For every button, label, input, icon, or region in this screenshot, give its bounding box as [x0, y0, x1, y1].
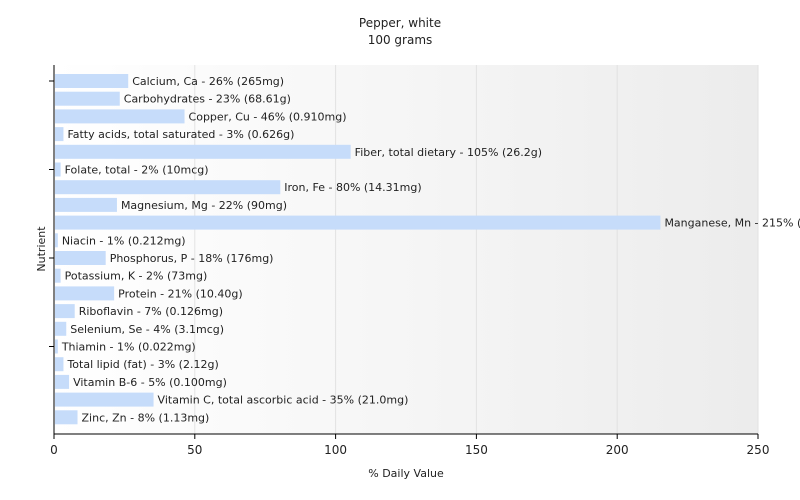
- bar-label: Fatty acids, total saturated - 3% (0.626…: [67, 128, 294, 141]
- y-axis-label: Nutrient: [35, 226, 48, 272]
- chart-subtitle: 100 grams: [368, 33, 433, 47]
- bar-label: Manganese, Mn - 215% (4.300mg): [664, 217, 800, 230]
- bar: [55, 410, 78, 425]
- bar-label: Zinc, Zn - 8% (1.13mg): [82, 411, 210, 424]
- axes: 0 50 100 150 200 250: [49, 65, 769, 457]
- bar-label: Fiber, total dietary - 105% (26.2g): [355, 146, 542, 159]
- bar: [55, 374, 70, 389]
- bar-label: Iron, Fe - 80% (14.31mg): [284, 181, 421, 194]
- bar: [55, 251, 106, 265]
- bar: [55, 162, 61, 177]
- bar: [55, 127, 64, 142]
- bar-label: Phosphorus, P - 18% (176mg): [110, 252, 274, 265]
- chart-title: Pepper, white: [359, 16, 441, 30]
- bar: [55, 357, 64, 372]
- x-tick-label: 50: [187, 443, 202, 457]
- bar: [55, 286, 115, 301]
- bar: [55, 339, 58, 354]
- bar: [55, 180, 281, 195]
- bar: [55, 109, 185, 124]
- bar: [55, 233, 58, 248]
- bar-label: Niacin - 1% (0.212mg): [62, 234, 186, 247]
- plot-area: [54, 65, 758, 434]
- bar-label: Total lipid (fat) - 3% (2.12g): [66, 358, 218, 371]
- x-tick-label: 150: [465, 443, 488, 457]
- bar-label: Riboflavin - 7% (0.126mg): [79, 305, 223, 318]
- bar-label: Magnesium, Mg - 22% (90mg): [121, 199, 287, 212]
- bar: [55, 74, 129, 88]
- bar-label: Vitamin B-6 - 5% (0.100mg): [73, 376, 227, 389]
- bar-label: Vitamin C, total ascorbic acid - 35% (21…: [158, 394, 409, 407]
- bar: [55, 321, 67, 336]
- bar: [55, 268, 61, 283]
- grid-lines: [194, 65, 759, 434]
- x-tick-label: 100: [324, 443, 347, 457]
- bar: [55, 144, 351, 159]
- bars: Calcium, Ca - 26% (265mg) Carbohydrates -…: [55, 74, 800, 425]
- bar: [55, 392, 154, 407]
- bar: [55, 215, 661, 230]
- x-tick-label: 0: [50, 443, 58, 457]
- x-tick-label: 200: [606, 443, 629, 457]
- bar: [55, 197, 117, 212]
- bar-label: Selenium, Se - 4% (3.1mcg): [70, 323, 224, 336]
- x-tick-label: 250: [747, 443, 770, 457]
- bar-label: Carbohydrates - 23% (68.61g): [124, 93, 291, 106]
- bar-label: Copper, Cu - 46% (0.910mg): [189, 110, 347, 123]
- bar-label: Protein - 21% (10.40g): [118, 287, 243, 300]
- bar: [55, 304, 75, 319]
- bar-label: Potassium, K - 2% (73mg): [65, 270, 208, 283]
- bar-label: Calcium, Ca - 26% (265mg): [132, 75, 284, 88]
- bar: [55, 91, 120, 106]
- bar-label: Folate, total - 2% (10mcg): [65, 164, 209, 177]
- bar-label: Thiamin - 1% (0.022mg): [61, 341, 196, 354]
- x-axis-label: % Daily Value: [368, 467, 444, 480]
